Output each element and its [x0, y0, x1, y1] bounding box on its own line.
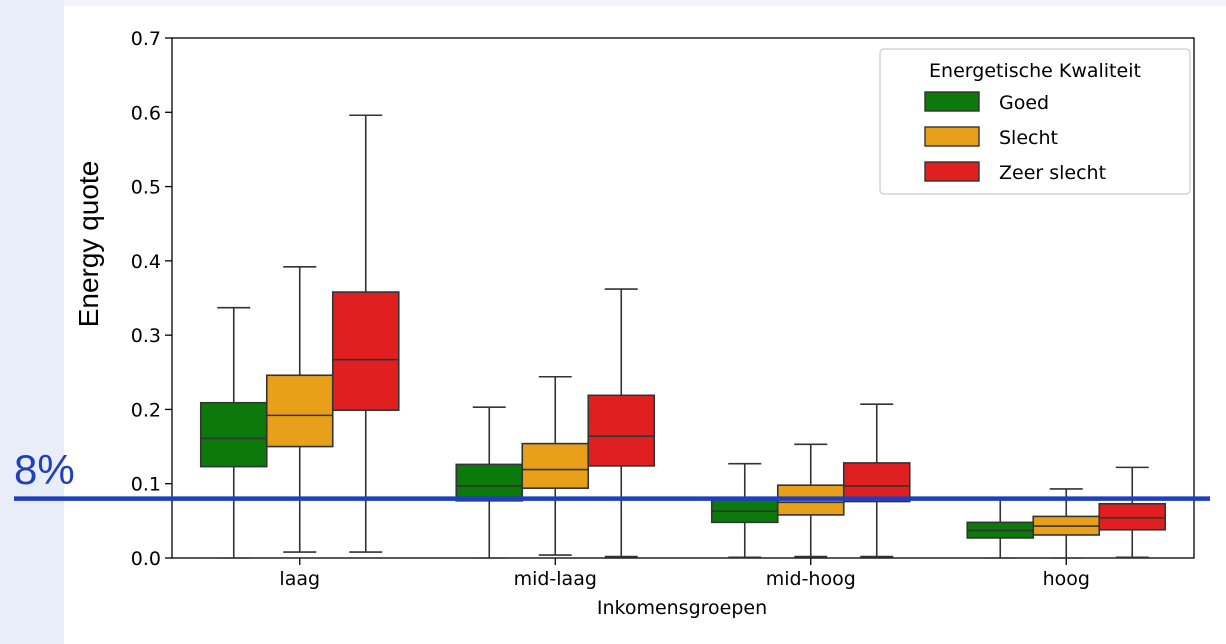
box-goed: [455, 463, 524, 502]
legend-swatch: [924, 126, 980, 147]
y-tick-label: 0.0: [131, 548, 161, 570]
legend-swatch: [924, 91, 980, 112]
legend-frame: [879, 48, 1191, 195]
legend-label: Slecht: [999, 127, 1058, 149]
threshold-label: 8%: [14, 446, 75, 493]
y-tick-label: 0.3: [131, 325, 161, 347]
box-slecht: [265, 374, 334, 448]
legend-swatch: [924, 161, 980, 182]
x-axis-title: Inkomensgroepen: [597, 597, 767, 619]
box-goed: [710, 497, 779, 524]
x-tick-label: mid-hoog: [766, 568, 856, 590]
box-zeer-slecht: [842, 462, 911, 503]
left-background-strip: [0, 0, 64, 644]
legend-title: Energetische Kwaliteit: [929, 60, 1141, 82]
y-axis-title: Energy quote: [73, 161, 104, 328]
box-zeer-slecht: [587, 394, 656, 467]
box-slecht: [521, 442, 590, 489]
legend-label: Zeer slecht: [999, 162, 1106, 184]
plot-frame: [171, 37, 1195, 559]
y-tick-label: 0.1: [131, 474, 161, 496]
box-zeer-slecht: [331, 291, 400, 411]
box-goed: [199, 401, 268, 468]
y-tick-label: 0.5: [131, 177, 161, 199]
legend: Energetische Kwaliteit Goed Slecht Zeer sl…: [879, 48, 1191, 195]
y-tick-label: 0.7: [131, 28, 161, 50]
box-zeer-slecht: [1098, 502, 1167, 531]
x-tick-label: hoog: [1043, 568, 1090, 590]
x-tick-label: laag: [279, 568, 320, 590]
legend-label: Goed: [999, 92, 1049, 114]
y-tick-label: 0.6: [131, 102, 161, 124]
y-tick-label: 0.4: [131, 251, 161, 273]
top-background-strip: [64, 0, 1226, 6]
y-tick-label: 0.2: [131, 399, 161, 421]
x-tick-label: mid-laag: [514, 568, 597, 590]
